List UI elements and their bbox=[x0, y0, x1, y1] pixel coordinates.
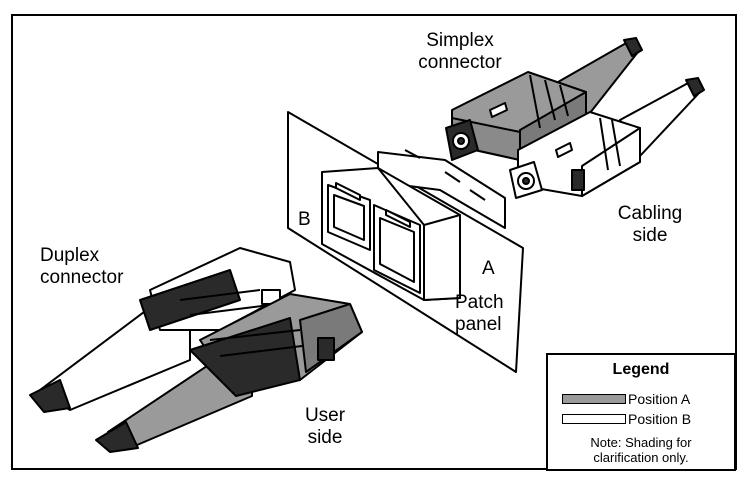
label-user-line1: User bbox=[304, 405, 346, 426]
duplex-connector-b bbox=[29, 247, 296, 413]
label-user-side: User side bbox=[285, 405, 365, 449]
label-cabling-line1: Cabling bbox=[617, 203, 683, 224]
simplex-connector-b bbox=[509, 77, 705, 199]
label-port-b: B bbox=[298, 209, 311, 230]
label-duplex-line1: Duplex bbox=[40, 245, 100, 266]
legend-swatch-position-a bbox=[562, 394, 626, 404]
diagram-frame bbox=[11, 14, 737, 470]
label-simplex-line1: Simplex bbox=[426, 30, 494, 51]
label-patch-line1: Patch bbox=[455, 292, 504, 313]
legend-item-position-a: Position A bbox=[562, 391, 691, 407]
legend-note: Note: Shading for clarification only. bbox=[548, 435, 734, 465]
legend-note-line1: Note: Shading for bbox=[590, 435, 692, 450]
label-simplex-connector: Simplex connector bbox=[400, 30, 520, 74]
label-patch-panel: Patch panel bbox=[455, 292, 504, 336]
legend-label-position-b: Position B bbox=[628, 411, 692, 427]
label-port-a: A bbox=[482, 258, 495, 279]
label-simplex-line2: connector bbox=[418, 52, 502, 73]
legend-note-line2: clarification only. bbox=[593, 450, 689, 465]
label-cabling-side: Cabling side bbox=[600, 203, 700, 247]
label-duplex-connector: Duplex connector bbox=[40, 245, 123, 289]
duplex-connector-a bbox=[95, 293, 363, 453]
patch-panel bbox=[287, 111, 524, 373]
label-patch-line2: panel bbox=[455, 314, 502, 335]
legend-label-position-a: Position A bbox=[628, 391, 691, 407]
legend-box: Legend Position A Position B Note: Shadi… bbox=[546, 353, 736, 471]
label-duplex-line2: connector bbox=[40, 267, 124, 288]
legend-swatch-position-b bbox=[562, 414, 626, 424]
label-user-line2: side bbox=[307, 427, 343, 448]
legend-item-position-b: Position B bbox=[562, 411, 692, 427]
legend-title: Legend bbox=[612, 361, 670, 378]
label-cabling-line2: side bbox=[632, 225, 668, 246]
